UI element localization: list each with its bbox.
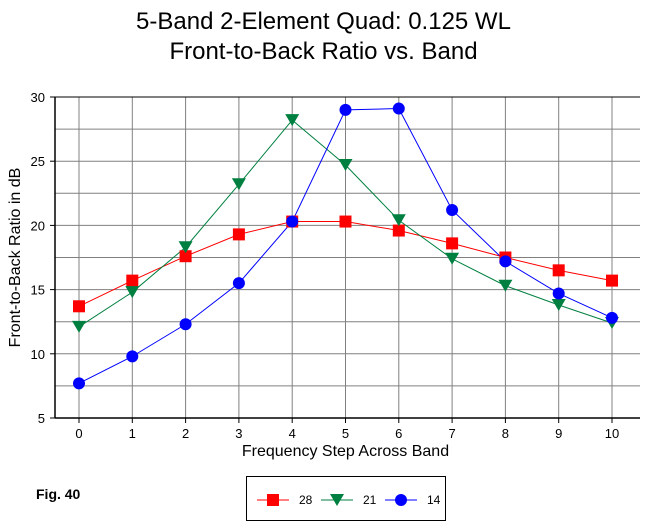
chart-title: 5-Band 2-Element Quad: 0.125 WL <box>136 8 511 35</box>
legend-label-21: 21 <box>363 493 377 507</box>
data-point-28 <box>606 274 618 287</box>
data-point-21 <box>338 159 353 172</box>
legend-marker-14 <box>395 494 407 506</box>
y-tick-label: 15 <box>31 283 45 298</box>
x-tick-label: 1 <box>129 426 136 441</box>
data-point-21 <box>498 279 513 292</box>
data-point-21 <box>72 320 86 333</box>
y-tick-label: 5 <box>38 411 45 426</box>
data-point-21 <box>125 286 140 299</box>
x-tick-label: 8 <box>502 426 509 441</box>
data-point-28 <box>392 224 405 237</box>
data-point-14 <box>339 103 352 116</box>
x-tick-label: 7 <box>448 426 455 441</box>
y-axis-label: Front-to-Back Ratio in dB <box>7 168 24 348</box>
x-tick-label: 3 <box>235 426 242 441</box>
data-point-14 <box>552 287 565 300</box>
figure-label: Fig. 40 <box>36 486 81 502</box>
data-point-14 <box>232 277 245 290</box>
y-tick-label: 10 <box>31 347 45 362</box>
x-tick-label: 5 <box>342 426 349 441</box>
legend-marker-21 <box>330 494 344 506</box>
data-point-14 <box>286 215 299 228</box>
y-tick-label: 25 <box>31 154 45 169</box>
data-point-28 <box>446 237 459 250</box>
data-point-21 <box>445 252 460 265</box>
data-point-21 <box>391 214 406 227</box>
x-tick-label: 9 <box>555 426 562 441</box>
legend-label-14: 14 <box>427 493 441 507</box>
x-tick-label: 0 <box>75 426 82 441</box>
data-point-21 <box>551 299 566 312</box>
data-point-14 <box>392 102 405 115</box>
data-point-28 <box>73 300 85 313</box>
legend-label-28: 28 <box>299 493 313 507</box>
data-point-28 <box>232 228 245 241</box>
data-point-14 <box>73 377 85 390</box>
data-point-28 <box>339 215 352 228</box>
x-axis-label: Frequency Step Across Band <box>242 443 449 460</box>
data-point-21 <box>231 178 246 191</box>
legend-svg: 28 21 14 <box>257 493 441 507</box>
x-tick-label: 10 <box>605 426 619 441</box>
data-point-14 <box>606 311 618 324</box>
data-point-14 <box>499 255 512 268</box>
chart-subtitle: Front-to-Back Ratio vs. Band <box>169 38 478 65</box>
y-tick-label: 20 <box>31 218 45 233</box>
data-point-28 <box>179 250 192 263</box>
legend-marker-28 <box>267 494 279 506</box>
x-tick-label: 2 <box>182 426 189 441</box>
data-point-28 <box>126 274 139 287</box>
x-tick-label: 6 <box>395 426 402 441</box>
data-point-21 <box>285 114 300 127</box>
data-point-28 <box>552 264 565 277</box>
data-point-14 <box>179 318 192 331</box>
x-tick-label: 4 <box>289 426 296 441</box>
legend: 28 21 14 <box>246 476 446 521</box>
data-point-14 <box>446 203 459 216</box>
data-point-21 <box>178 241 193 254</box>
y-tick-label: 30 <box>31 90 45 105</box>
data-point-14 <box>126 350 139 363</box>
